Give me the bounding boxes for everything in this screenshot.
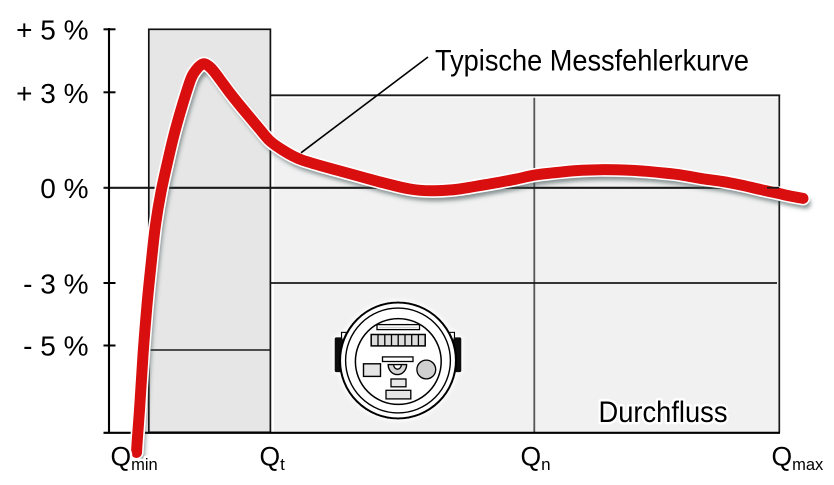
svg-text:+ 5 %: + 5 %: [16, 15, 88, 46]
svg-text:- 5 %: - 5 %: [23, 331, 88, 362]
svg-text:Durchfluss: Durchfluss: [599, 396, 728, 429]
svg-text:Qn: Qn: [521, 442, 551, 475]
svg-text:- 3 %: - 3 %: [23, 269, 88, 300]
svg-text:Typische Messfehlerkurve: Typische Messfehlerkurve: [435, 45, 749, 78]
svg-text:0 %: 0 %: [40, 173, 88, 204]
svg-text:+ 3 %: + 3 %: [16, 78, 88, 109]
